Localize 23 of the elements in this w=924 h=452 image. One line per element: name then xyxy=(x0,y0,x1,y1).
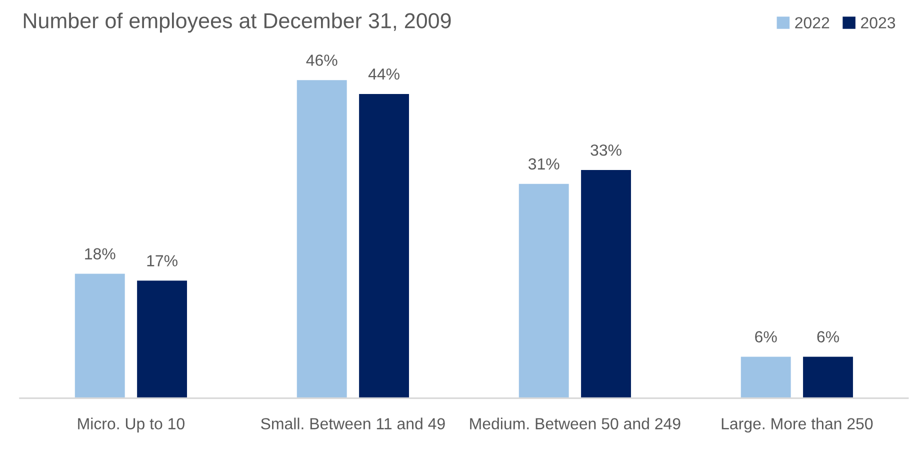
legend-label: 2022 xyxy=(795,17,830,28)
bar xyxy=(137,280,188,398)
data-label: 6% xyxy=(755,331,777,342)
data-label: 33% xyxy=(590,144,622,156)
x-tick-label: Small. Between 11 and 49 xyxy=(261,418,445,430)
bar xyxy=(803,356,853,398)
data-label: 44% xyxy=(368,68,400,80)
data-label: 18% xyxy=(85,248,116,260)
bar xyxy=(296,80,347,398)
data-label: 46% xyxy=(306,54,338,66)
data-label: 6% xyxy=(817,331,839,342)
x-tick-label: Medium. Between 50 and 249 xyxy=(470,418,680,430)
data-label: 17% xyxy=(147,255,178,266)
bar xyxy=(359,94,409,398)
x-tick-label: Micro. Up to 10 xyxy=(78,418,184,433)
bar xyxy=(518,184,569,398)
bar xyxy=(74,274,125,398)
bar xyxy=(581,170,631,398)
chart-title: Number of employees at December 31, 2009 xyxy=(24,12,451,33)
bar xyxy=(740,356,791,398)
legend-label: 2023 xyxy=(861,17,896,28)
data-label: 31% xyxy=(528,158,560,170)
x-tick-label: Large. More than 250 xyxy=(722,418,873,433)
